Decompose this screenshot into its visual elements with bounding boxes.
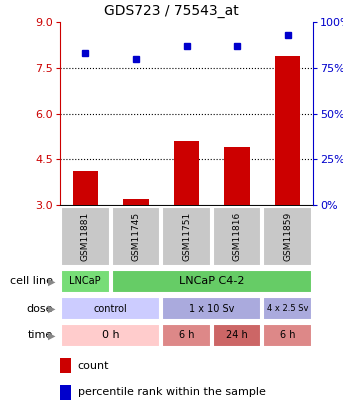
Bar [275, 55, 300, 205]
Text: ▶: ▶ [48, 303, 55, 313]
Text: count: count [78, 361, 109, 371]
Bar [263, 207, 312, 266]
Bar [162, 207, 211, 266]
Bar [123, 199, 149, 205]
Bar [224, 147, 250, 205]
Text: cell line: cell line [10, 277, 53, 286]
Text: time: time [28, 330, 53, 341]
Text: control: control [94, 303, 128, 313]
Text: GSM11745: GSM11745 [131, 212, 140, 261]
Bar [61, 207, 109, 266]
Bar [60, 358, 71, 373]
Bar [174, 141, 199, 205]
Text: GSM11816: GSM11816 [233, 212, 241, 261]
Bar [213, 207, 261, 266]
Text: ▶: ▶ [48, 277, 55, 286]
Text: LNCaP: LNCaP [70, 277, 101, 286]
Text: 6 h: 6 h [280, 330, 295, 341]
Bar [61, 296, 160, 320]
Bar [263, 296, 312, 320]
Text: 6 h: 6 h [179, 330, 194, 341]
Text: 24 h: 24 h [226, 330, 248, 341]
Text: ▶: ▶ [48, 330, 55, 341]
Bar [61, 324, 160, 347]
Text: LNCaP C4-2: LNCaP C4-2 [179, 277, 245, 286]
Text: GDS723 / 75543_at: GDS723 / 75543_at [104, 4, 239, 18]
Bar [162, 296, 261, 320]
Bar [263, 324, 312, 347]
Bar [61, 270, 109, 293]
Text: GSM11881: GSM11881 [81, 212, 90, 261]
Text: GSM11859: GSM11859 [283, 212, 292, 261]
Text: dose: dose [27, 303, 53, 313]
Bar [73, 171, 98, 205]
Bar [60, 385, 71, 400]
Bar [111, 270, 312, 293]
Text: 0 h: 0 h [102, 330, 119, 341]
Text: GSM11751: GSM11751 [182, 212, 191, 261]
Bar [162, 324, 211, 347]
Bar [213, 324, 261, 347]
Bar [111, 207, 160, 266]
Text: percentile rank within the sample: percentile rank within the sample [78, 387, 265, 397]
Text: 1 x 10 Sv: 1 x 10 Sv [189, 303, 235, 313]
Text: 4 x 2.5 Sv: 4 x 2.5 Sv [267, 304, 308, 313]
